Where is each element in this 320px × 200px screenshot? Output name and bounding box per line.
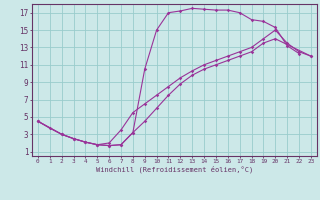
X-axis label: Windchill (Refroidissement éolien,°C): Windchill (Refroidissement éolien,°C) [96, 166, 253, 173]
